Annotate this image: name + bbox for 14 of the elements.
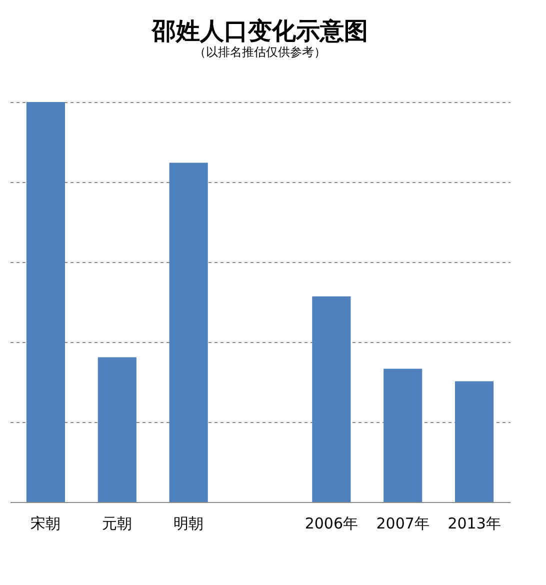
x-tick-label: 2006年 [304, 514, 358, 532]
x-tick-label: 元朝 [102, 514, 132, 532]
x-tick-label: 明朝 [174, 514, 204, 532]
bar [384, 368, 422, 502]
x-tick-label: 2013年 [448, 514, 501, 532]
bar [312, 296, 351, 502]
bar [169, 162, 208, 502]
bar [26, 102, 65, 502]
bar [98, 357, 136, 502]
chart-title: 邵姓人口变化示意图 [151, 17, 368, 45]
bar [455, 381, 494, 502]
x-tick-label: 2007年 [376, 514, 430, 532]
x-tick-label: 宋朝 [30, 514, 61, 532]
chart-subtitle: （以排名推估仅供参考） [194, 45, 326, 59]
